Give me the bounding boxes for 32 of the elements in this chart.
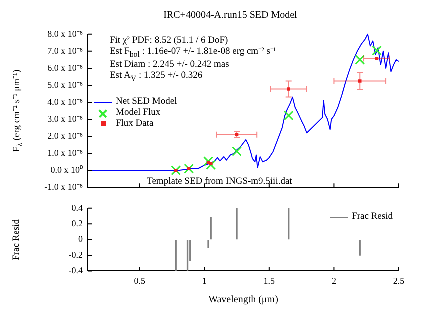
annotation: Template SED from INGS-m9.5iii.dat xyxy=(147,176,292,187)
y-tick-label: 8.0 x 10⁻⁸ xyxy=(48,28,83,39)
legend-label: Flux Data xyxy=(116,119,154,130)
y-tick-label: 0.0 x 10⁰ xyxy=(50,164,83,175)
y-tick-label: 5.0 x 10⁻⁸ xyxy=(48,80,83,90)
y-tick-label: 0.4 xyxy=(72,202,84,213)
y-tick-label: 2.0 x 10⁻⁸ xyxy=(48,130,83,141)
y-tick-label: 7.0 x 10⁻⁸ xyxy=(48,46,83,56)
legend-label: Frac Resid xyxy=(352,212,393,224)
x-axis-title: Wavelength (μm) xyxy=(208,294,278,306)
chart-title: IRC+40004-A.run15 SED Model xyxy=(162,9,298,23)
annotation: Est Diam : 2.245 +/- 0.242 mas xyxy=(110,60,230,71)
y-tick-label: -0.2 xyxy=(68,250,83,260)
y-tick-label: -1.0 x 10⁻⁸ xyxy=(44,182,83,192)
y-axis-title: Frac Resid xyxy=(12,219,22,260)
y-tick-label: 3.0 x 10⁻⁸ xyxy=(48,114,83,124)
y-tick-label: 4.0 x 10⁻⁸ xyxy=(48,96,83,107)
annotation: Est F$_{bol}$ : 1.16e-07 +/- 1.81e-08 erg cm⁻² s⁻¹ xyxy=(110,46,276,60)
x-tick-label: 1.5 xyxy=(264,276,276,286)
y-tick-label: 0 xyxy=(78,234,84,244)
y-tick-label: 6.0 x 10⁻⁸ xyxy=(48,62,83,73)
x-tick-label: 2 xyxy=(332,276,336,286)
y-tick-label: -0.4 xyxy=(68,266,84,276)
legend-label: Model Flux xyxy=(116,108,161,119)
x-tick-label: 1 xyxy=(202,276,207,286)
x-tick-label: 0.5 xyxy=(134,276,146,286)
annotation: Fit χ² PDF: 8.52 (51.1 / 6 DoF) xyxy=(110,36,230,47)
x-tick-label: 2.5 xyxy=(393,276,406,286)
legend-label: Net SED Model xyxy=(116,97,178,108)
annotation: Est A$_{V}$ : 1.325 +/- 0.326 xyxy=(110,70,204,84)
y-tick-label: 0.2 xyxy=(72,218,83,228)
y-tick-label: 1.0 x 10⁻⁸ xyxy=(48,148,83,158)
